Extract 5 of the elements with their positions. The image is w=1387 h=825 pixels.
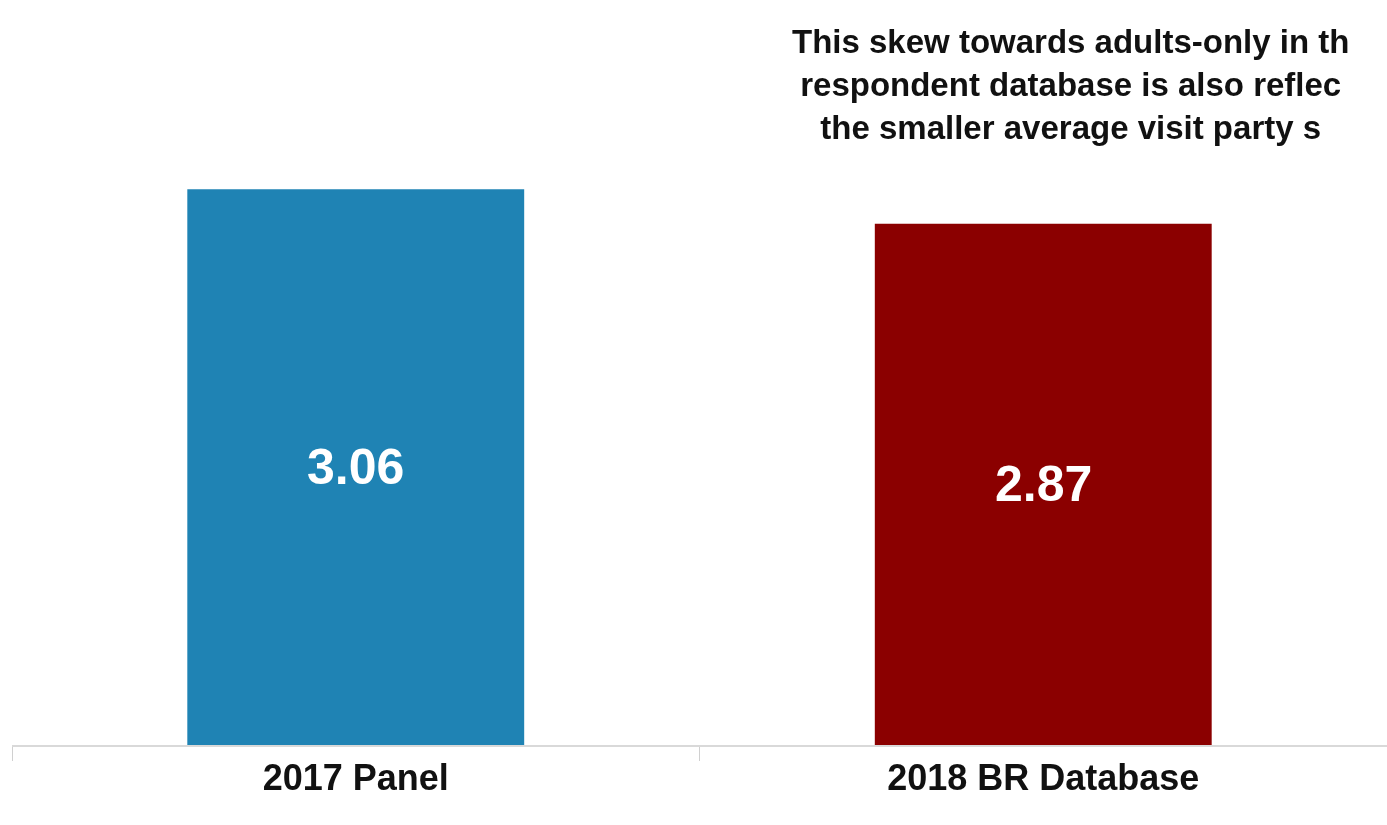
x-tick-label: 2018 BR Database	[887, 757, 1200, 799]
x-tick-label: 2017 Panel	[262, 757, 449, 799]
data-label: 3.06	[307, 439, 405, 495]
text: This skew towards adults-only in th respondent database is also reflec the smaller average visit party s	[792, 23, 1350, 146]
data-label: 2.87	[995, 456, 1093, 512]
